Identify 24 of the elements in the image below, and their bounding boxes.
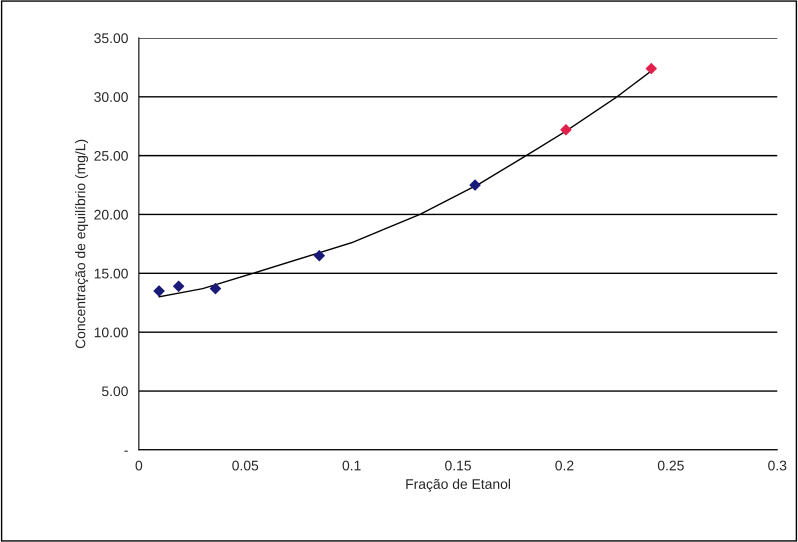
point: [153, 285, 165, 297]
point: [210, 282, 222, 294]
y-tick-label: 10.00: [94, 328, 128, 338]
x-axis-title: Fração de Etanol: [406, 478, 510, 492]
point: [560, 124, 572, 136]
y-tick-label: -: [124, 450, 128, 452]
y-tick-label: 30.00: [94, 92, 128, 102]
y-tick-label: 5.00: [102, 386, 128, 396]
point: [646, 62, 657, 74]
x-tick-label: 0.15: [445, 460, 471, 470]
point: [172, 280, 184, 292]
x-tick-label: 0.3: [768, 460, 786, 470]
y-tick-label: 25.00: [94, 150, 128, 161]
x-tick-label: 0: [136, 460, 142, 470]
point: [469, 179, 481, 191]
y-tick-label: 20.00: [94, 210, 128, 220]
x-tick-label: 0.1: [342, 460, 361, 470]
y-tick-label: 15.00: [94, 268, 128, 278]
x-tick-label: 0.05: [232, 460, 258, 470]
y-axis-title: Concentração de equilíbrio (mg/L): [74, 140, 88, 348]
point: [314, 250, 325, 262]
x-tick-label: 0.2: [555, 460, 574, 470]
x-tick-label: 0.25: [658, 460, 684, 470]
y-tick-label: 35.00: [94, 33, 128, 44]
